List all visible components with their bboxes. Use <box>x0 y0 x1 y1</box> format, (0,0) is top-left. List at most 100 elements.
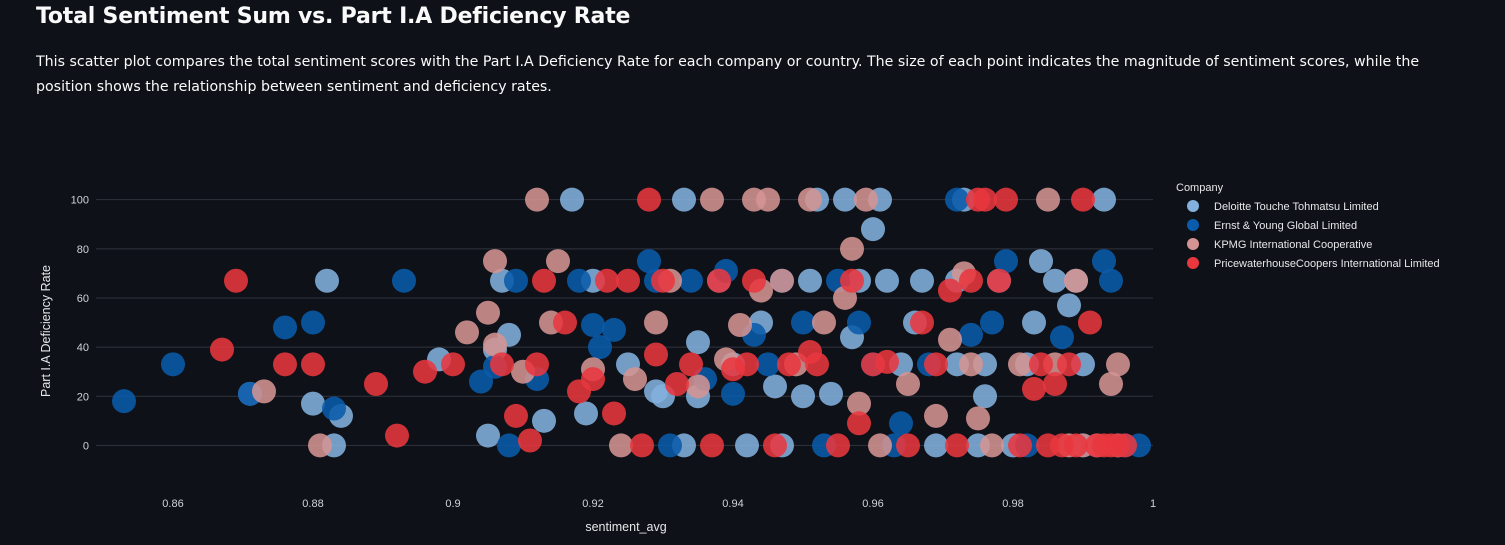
data-point[interactable] <box>602 317 626 342</box>
data-point[interactable] <box>560 187 584 212</box>
data-point[interactable] <box>980 433 1004 458</box>
data-point[interactable] <box>728 313 752 337</box>
data-point[interactable] <box>735 352 759 377</box>
data-point[interactable] <box>945 187 969 212</box>
data-point[interactable] <box>224 268 248 293</box>
data-point[interactable] <box>609 433 633 458</box>
data-point[interactable] <box>721 381 745 406</box>
data-point[interactable] <box>875 268 899 293</box>
data-point[interactable] <box>644 342 668 367</box>
data-point[interactable] <box>364 371 388 396</box>
data-point[interactable] <box>483 332 507 357</box>
data-point[interactable] <box>1022 310 1046 335</box>
data-point[interactable] <box>525 187 549 212</box>
data-point[interactable] <box>973 384 997 409</box>
data-point[interactable] <box>847 310 871 335</box>
data-point[interactable] <box>665 371 689 396</box>
data-point[interactable] <box>455 320 479 345</box>
data-point[interactable] <box>924 352 948 377</box>
data-point[interactable] <box>385 423 409 448</box>
data-point[interactable] <box>854 187 878 212</box>
data-points[interactable] <box>112 187 1151 458</box>
data-point[interactable] <box>441 352 465 377</box>
data-point[interactable] <box>301 352 325 377</box>
data-point[interactable] <box>777 352 801 377</box>
data-point[interactable] <box>315 268 339 293</box>
data-point[interactable] <box>301 310 325 335</box>
data-point[interactable] <box>1029 352 1053 377</box>
data-point[interactable] <box>980 310 1004 335</box>
data-point[interactable] <box>1008 352 1032 377</box>
data-point[interactable] <box>161 352 185 377</box>
data-point[interactable] <box>994 187 1018 212</box>
data-point[interactable] <box>1092 187 1116 212</box>
data-point[interactable] <box>1092 249 1116 274</box>
data-point[interactable] <box>1043 371 1067 396</box>
data-point[interactable] <box>322 396 346 421</box>
data-point[interactable] <box>1099 268 1123 293</box>
data-point[interactable] <box>1099 371 1123 396</box>
data-point[interactable] <box>770 268 794 293</box>
data-point[interactable] <box>504 403 528 428</box>
data-point[interactable] <box>910 310 934 335</box>
data-point[interactable] <box>707 268 731 293</box>
data-point[interactable] <box>875 349 899 374</box>
data-point[interactable] <box>812 310 836 335</box>
data-point[interactable] <box>756 352 780 377</box>
data-point[interactable] <box>763 374 787 399</box>
data-point[interactable] <box>273 315 297 340</box>
data-point[interactable] <box>735 433 759 458</box>
data-point[interactable] <box>532 268 556 293</box>
data-point[interactable] <box>413 359 437 384</box>
data-point[interactable] <box>1113 433 1137 458</box>
data-point[interactable] <box>1008 433 1032 458</box>
data-point[interactable] <box>959 268 983 293</box>
data-point[interactable] <box>679 352 703 377</box>
data-point[interactable] <box>574 401 598 426</box>
data-point[interactable] <box>756 187 780 212</box>
data-point[interactable] <box>805 352 829 377</box>
data-point[interactable] <box>1064 268 1088 293</box>
data-point[interactable] <box>798 187 822 212</box>
data-point[interactable] <box>1057 293 1081 318</box>
data-point[interactable] <box>1022 376 1046 401</box>
data-point[interactable] <box>525 352 549 377</box>
data-point[interactable] <box>112 389 136 414</box>
data-point[interactable] <box>700 187 724 212</box>
data-point[interactable] <box>630 433 654 458</box>
data-point[interactable] <box>868 433 892 458</box>
data-point[interactable] <box>497 433 521 458</box>
data-point[interactable] <box>567 268 591 293</box>
data-point[interactable] <box>616 268 640 293</box>
data-point[interactable] <box>581 367 605 392</box>
data-point[interactable] <box>644 310 668 335</box>
data-point[interactable] <box>518 428 542 453</box>
data-point[interactable] <box>1057 352 1081 377</box>
data-point[interactable] <box>1029 249 1053 274</box>
data-point[interactable] <box>791 384 815 409</box>
data-point[interactable] <box>966 406 990 431</box>
data-point[interactable] <box>1106 352 1130 377</box>
data-point[interactable] <box>938 278 962 303</box>
data-point[interactable] <box>546 249 570 274</box>
data-point[interactable] <box>490 352 514 377</box>
data-point[interactable] <box>483 249 507 274</box>
data-point[interactable] <box>1050 325 1074 350</box>
data-point[interactable] <box>588 335 612 360</box>
data-point[interactable] <box>532 408 556 433</box>
data-point[interactable] <box>476 423 500 448</box>
data-point[interactable] <box>1064 433 1088 458</box>
data-point[interactable] <box>833 187 857 212</box>
data-point[interactable] <box>896 371 920 396</box>
data-point[interactable] <box>1043 268 1067 293</box>
data-point[interactable] <box>595 268 619 293</box>
data-point[interactable] <box>637 249 661 274</box>
data-point[interactable] <box>1078 310 1102 335</box>
data-point[interactable] <box>301 391 325 416</box>
data-point[interactable] <box>791 310 815 335</box>
data-point[interactable] <box>847 411 871 436</box>
data-point[interactable] <box>742 268 766 293</box>
data-point[interactable] <box>308 433 332 458</box>
data-point[interactable] <box>861 217 885 242</box>
